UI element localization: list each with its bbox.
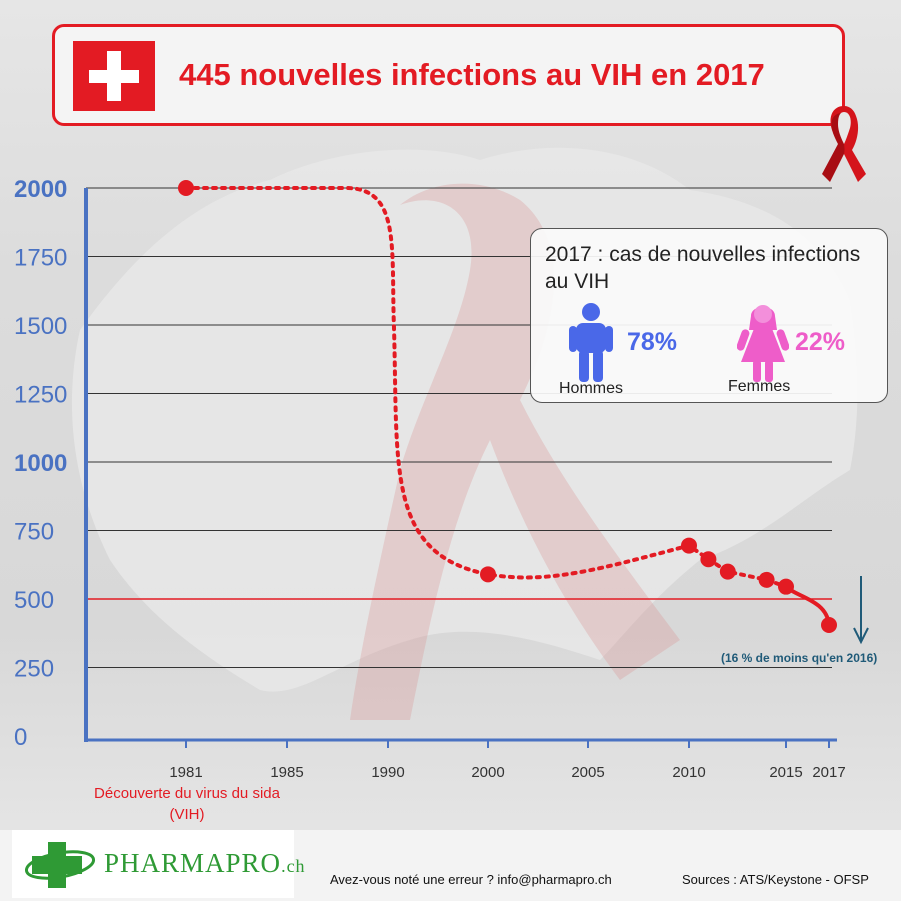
data-point — [778, 578, 794, 595]
x-tick-label: 1985 — [270, 764, 303, 781]
y-tick-label: 0 — [14, 724, 27, 751]
title-box: 445 nouvelles infections au VIH en 2017 — [52, 24, 845, 126]
y-tick-label: 750 — [14, 519, 54, 546]
decrease-arrow-icon — [853, 576, 869, 645]
data-points — [178, 180, 837, 634]
brand-main: PHARMAPRO — [104, 848, 282, 878]
y-tick-label: 1500 — [14, 313, 67, 340]
man-icon — [569, 303, 613, 382]
data-point — [719, 563, 736, 580]
x-axis-tick-labels: 1981 1985 1990 2000 2005 2010 2015 2017 — [169, 740, 846, 781]
women-percentage: 22% — [795, 328, 846, 356]
women-label: Femmes — [728, 378, 791, 395]
brand-name: PHARMAPRO.ch — [104, 848, 306, 879]
page-title: 445 nouvelles infections au VIH en 2017 — [179, 57, 765, 92]
pharmapro-logo: PHARMAPRO.ch — [12, 830, 305, 898]
y-tick-label: 1000 — [14, 450, 67, 477]
data-point — [758, 571, 775, 588]
brand-suffix: .ch — [281, 856, 306, 876]
decrease-note: (16 % de moins qu'en 2016) — [721, 651, 878, 665]
woman-icon — [737, 305, 789, 382]
y-tick-label: 2000 — [14, 176, 67, 203]
data-point — [178, 180, 194, 196]
data-point — [700, 551, 717, 568]
y-tick-label: 1750 — [14, 245, 67, 272]
data-point — [480, 566, 496, 583]
gender-infobox: 2017 : cas de nouvelles infections au VI… — [530, 228, 888, 403]
y-tick-label: 1250 — [14, 382, 67, 409]
error-report-note: Avez-vous noté une erreur ? info@pharmap… — [330, 872, 612, 887]
x-tick-label: 1981 — [169, 764, 202, 781]
x-tick-label: 2015 — [769, 764, 802, 781]
x-tick-label: 2005 — [571, 764, 604, 781]
x-tick-label: 2000 — [471, 764, 504, 781]
series-line — [184, 186, 788, 589]
data-point — [821, 617, 837, 634]
footer: PHARMAPRO.ch Avez-vous noté une erreur ?… — [0, 830, 901, 901]
infobox-title: 2017 : cas de nouvelles infections au VI… — [545, 243, 861, 293]
series-line-solid-tail — [784, 585, 831, 626]
x-tick-label: 1990 — [371, 764, 404, 781]
x-tick-label: 2010 — [672, 764, 705, 781]
x-tick-label: 2017 — [812, 764, 845, 781]
y-tick-label: 500 — [14, 587, 54, 614]
men-percentage: 78% — [627, 328, 678, 356]
sources-credit: Sources : ATS/Keystone - OFSP — [682, 872, 869, 887]
y-axis-tick-labels: 2000 1750 1500 1250 1000 750 500 250 0 — [14, 176, 67, 751]
y-tick-label: 250 — [14, 656, 54, 683]
swiss-flag-icon — [73, 41, 155, 111]
pharmacy-cross-icon — [24, 842, 96, 888]
aids-ribbon-icon — [822, 106, 866, 182]
data-point — [681, 537, 697, 554]
men-label: Hommes — [559, 380, 624, 397]
discovery-annotation: Découverte du virus du sida (VIH) — [94, 785, 280, 823]
